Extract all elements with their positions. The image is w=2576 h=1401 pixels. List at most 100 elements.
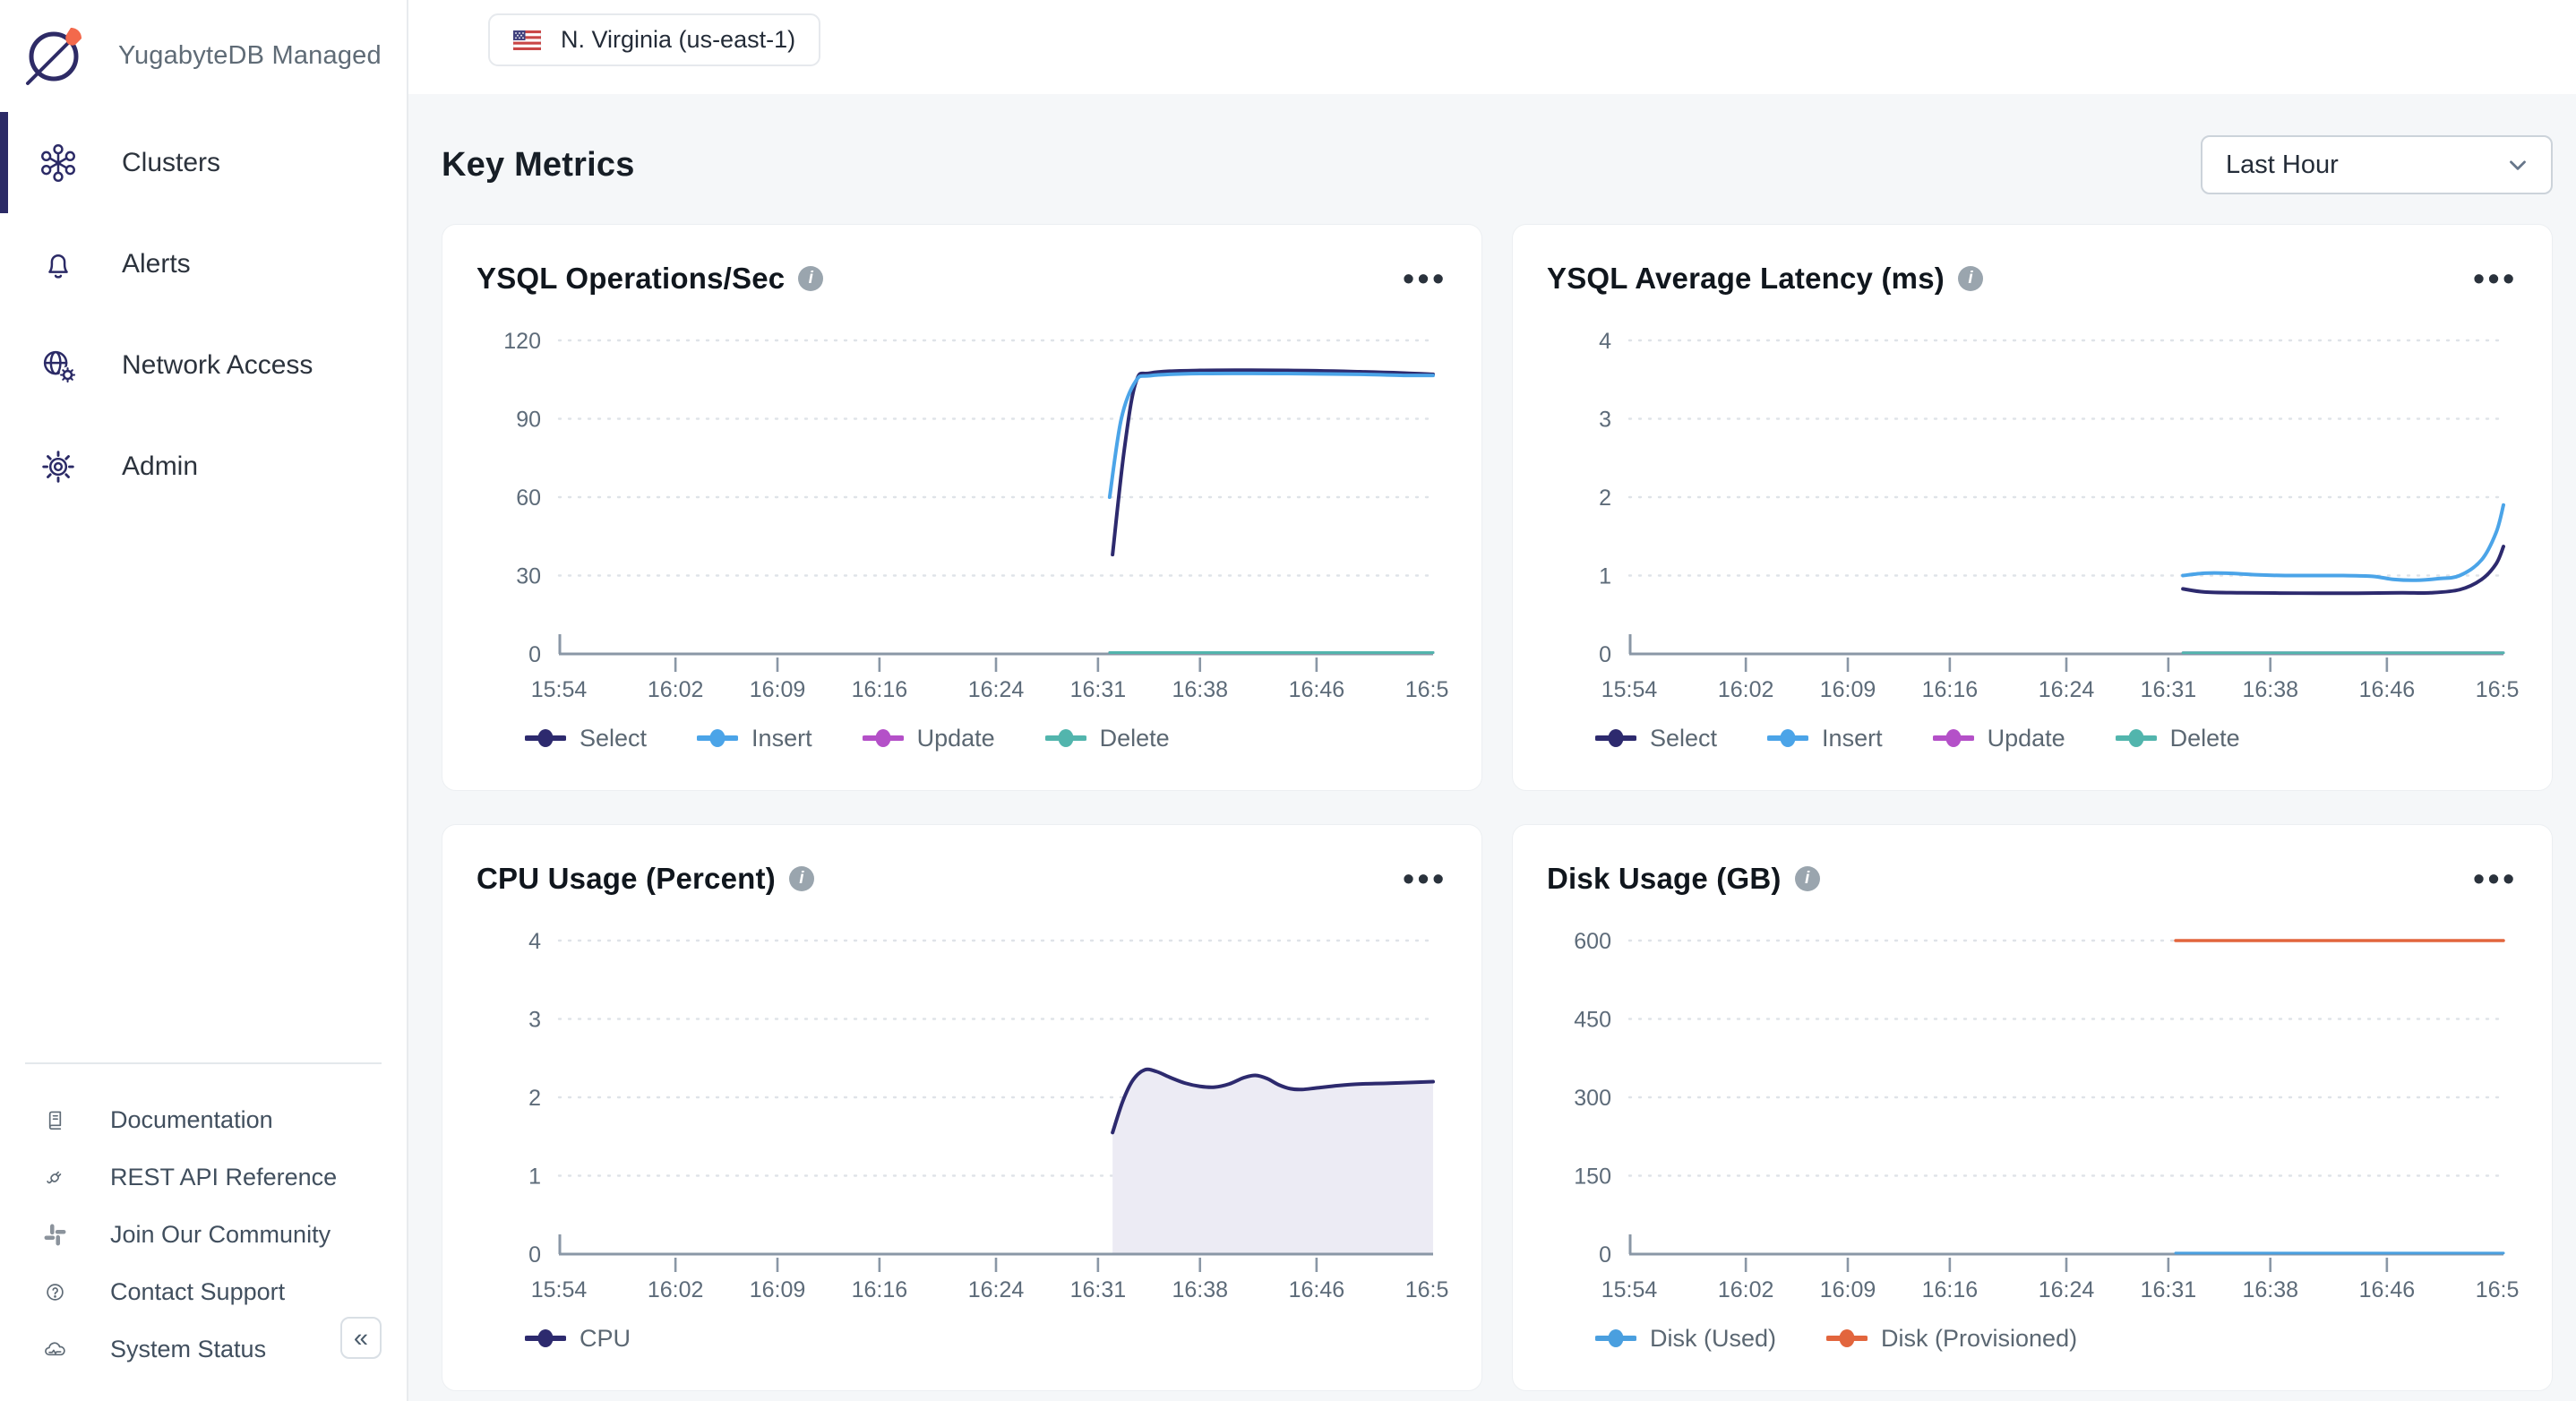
chart-canvas[interactable]: 0123415:5416:0216:0916:1616:2416:3116:38… (1547, 309, 2520, 717)
active-indicator (0, 112, 8, 213)
legend-item[interactable]: Select (1595, 725, 1717, 752)
svg-text:30: 30 (516, 564, 541, 589)
legend-item[interactable]: Disk (Provisioned) (1826, 1325, 2077, 1353)
legend-label: Delete (2170, 725, 2240, 752)
legend-label: Disk (Provisioned) (1881, 1325, 2077, 1353)
legend-item[interactable]: Update (1933, 725, 2065, 752)
svg-text:0: 0 (1599, 642, 1611, 667)
svg-text:16:24: 16:24 (2039, 1277, 2095, 1302)
main-content: Key Metrics Last Hour YSQL Operations/Se… (408, 94, 2576, 1401)
sidebar-item-label: Documentation (110, 1106, 273, 1134)
series-line-Insert (2183, 505, 2503, 580)
sidebar-item-clusters[interactable]: Clusters (0, 112, 407, 213)
sidebar-item-documentation[interactable]: Documentation (0, 1091, 407, 1148)
sidebar-item-label: System Status (110, 1336, 266, 1363)
sidebar-item-label: Join Our Community (110, 1221, 331, 1249)
sidebar-item-label: Admin (122, 451, 198, 482)
legend-label: CPU (580, 1325, 631, 1353)
chart-canvas[interactable]: 030609012015:5416:0216:0916:1616:2416:31… (477, 309, 1449, 717)
chart-legend: Select Insert Update Delete (1547, 718, 2518, 758)
legend-marker-icon (1595, 1328, 1636, 1348)
more-menu-icon[interactable]: ••• (1403, 270, 1447, 288)
sidebar-item-label: Contact Support (110, 1278, 285, 1306)
series-line-Select (2183, 546, 2503, 593)
chart-card-disk-usage: Disk Usage (GB) i ••• 015030045060015:54… (1512, 824, 2553, 1391)
svg-text:16:38: 16:38 (2242, 1277, 2298, 1302)
legend-marker-icon (1045, 728, 1086, 748)
legend-item[interactable]: Delete (2116, 725, 2240, 752)
svg-text:15:54: 15:54 (531, 677, 588, 702)
region-label: N. Virginia (us-east-1) (561, 26, 795, 54)
svg-text:16:16: 16:16 (1922, 1277, 1979, 1302)
chart-card-cpu-usage: CPU Usage (Percent) i ••• 0123415:5416:0… (442, 824, 1482, 1391)
svg-text:16:54: 16:54 (2476, 677, 2520, 702)
svg-text:0: 0 (528, 1242, 541, 1268)
info-icon[interactable]: i (789, 866, 814, 891)
sidebar-item-label: Clusters (122, 148, 220, 178)
svg-text:15:54: 15:54 (531, 1277, 588, 1302)
svg-text:16:09: 16:09 (1820, 1277, 1876, 1302)
info-icon[interactable]: i (798, 266, 823, 291)
legend-item[interactable]: Insert (697, 725, 812, 752)
info-icon[interactable]: i (1958, 266, 1983, 291)
more-menu-icon[interactable]: ••• (1403, 870, 1447, 888)
svg-text:16:16: 16:16 (852, 1277, 908, 1302)
legend-label: Disk (Used) (1650, 1325, 1776, 1353)
svg-text:0: 0 (528, 642, 541, 667)
globe-gear-icon (38, 345, 79, 386)
svg-text:16:24: 16:24 (2039, 677, 2095, 702)
legend-item[interactable]: Select (525, 725, 647, 752)
sidebar-item-alerts[interactable]: Alerts (0, 213, 407, 314)
svg-text:16:38: 16:38 (1172, 677, 1228, 702)
question-circle-icon (41, 1278, 69, 1306)
card-header: YSQL Average Latency (ms) i ••• (1547, 254, 2518, 304)
gear-icon (38, 446, 79, 487)
legend-item[interactable]: Disk (Used) (1595, 1325, 1776, 1353)
card-header: YSQL Operations/Sec i ••• (477, 254, 1447, 304)
sidebar-item-rest-api[interactable]: REST API Reference (0, 1148, 407, 1206)
chart-canvas[interactable]: 0123415:5416:0216:0916:1616:2416:3116:38… (477, 909, 1449, 1317)
legend-label: Update (1988, 725, 2065, 752)
info-icon[interactable]: i (1795, 866, 1820, 891)
sidebar-item-community[interactable]: Join Our Community (0, 1206, 407, 1263)
legend-item[interactable]: Update (863, 725, 995, 752)
legend-marker-icon (1767, 728, 1808, 748)
chart-legend: Select Insert Update Delete (477, 718, 1447, 758)
sidebar-item-network-access[interactable]: Network Access (0, 314, 407, 416)
clusters-icon (38, 142, 79, 184)
brand: YugabyteDB Managed (0, 0, 407, 112)
legend-label: Delete (1100, 725, 1170, 752)
chart-legend: Disk (Used) Disk (Provisioned) (1547, 1319, 2518, 1358)
svg-text:16:38: 16:38 (1172, 1277, 1228, 1302)
svg-text:16:02: 16:02 (648, 677, 704, 702)
yugabytedb-logo (20, 22, 88, 90)
legend-item[interactable]: Delete (1045, 725, 1170, 752)
legend-item[interactable]: CPU (525, 1325, 631, 1353)
svg-text:16:46: 16:46 (1289, 677, 1345, 702)
svg-text:16:38: 16:38 (2242, 677, 2298, 702)
legend-label: Update (917, 725, 995, 752)
sidebar-collapse-button[interactable]: « (340, 1317, 382, 1359)
svg-text:16:31: 16:31 (2141, 1277, 2197, 1302)
svg-text:16:09: 16:09 (1820, 677, 1876, 702)
chart-title: CPU Usage (Percent) (477, 862, 776, 896)
sidebar-item-support[interactable]: Contact Support (0, 1263, 407, 1320)
legend-marker-icon (697, 728, 738, 748)
legend-item[interactable]: Insert (1767, 725, 1883, 752)
svg-text:16:46: 16:46 (2359, 1277, 2416, 1302)
series-fill-CPU (1112, 1070, 1433, 1254)
legend-label: Select (1650, 725, 1717, 752)
svg-text:16:46: 16:46 (1289, 1277, 1345, 1302)
more-menu-icon[interactable]: ••• (2473, 870, 2518, 888)
chart-card-ysql-operations: YSQL Operations/Sec i ••• 030609012015:5… (442, 224, 1482, 791)
sidebar-item-admin[interactable]: Admin (0, 416, 407, 517)
legend-marker-icon (1595, 728, 1636, 748)
region-chip[interactable]: N. Virginia (us-east-1) (488, 13, 820, 66)
more-menu-icon[interactable]: ••• (2473, 270, 2518, 288)
svg-text:1: 1 (1599, 564, 1611, 589)
page-title: Key Metrics (442, 146, 635, 185)
time-range-select[interactable]: Last Hour (2201, 135, 2553, 194)
svg-text:16:54: 16:54 (1405, 677, 1449, 702)
legend-marker-icon (1826, 1328, 1868, 1348)
chart-canvas[interactable]: 015030045060015:5416:0216:0916:1616:2416… (1547, 909, 2520, 1317)
